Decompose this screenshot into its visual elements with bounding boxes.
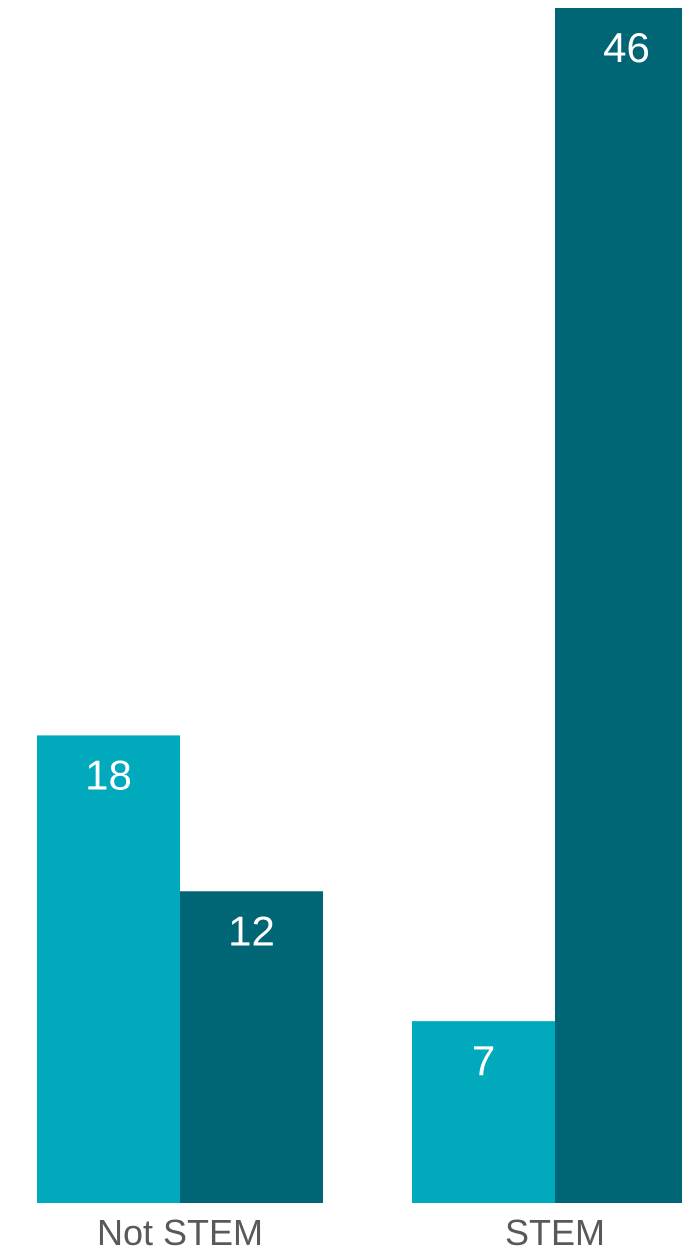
data-label: 18 [85,751,132,798]
bar-stem-series-1 [412,1021,555,1203]
data-label: 46 [603,24,650,71]
bar-not-stem-series-1 [37,735,180,1203]
bar-not-stem-series-2 [180,891,323,1203]
data-label: 7 [472,1037,495,1084]
bar-stem-series-2 [555,8,682,1203]
category-tick-label: Not STEM [97,1212,263,1253]
data-label: 12 [228,907,275,954]
category-tick-label: STEM [505,1212,605,1253]
